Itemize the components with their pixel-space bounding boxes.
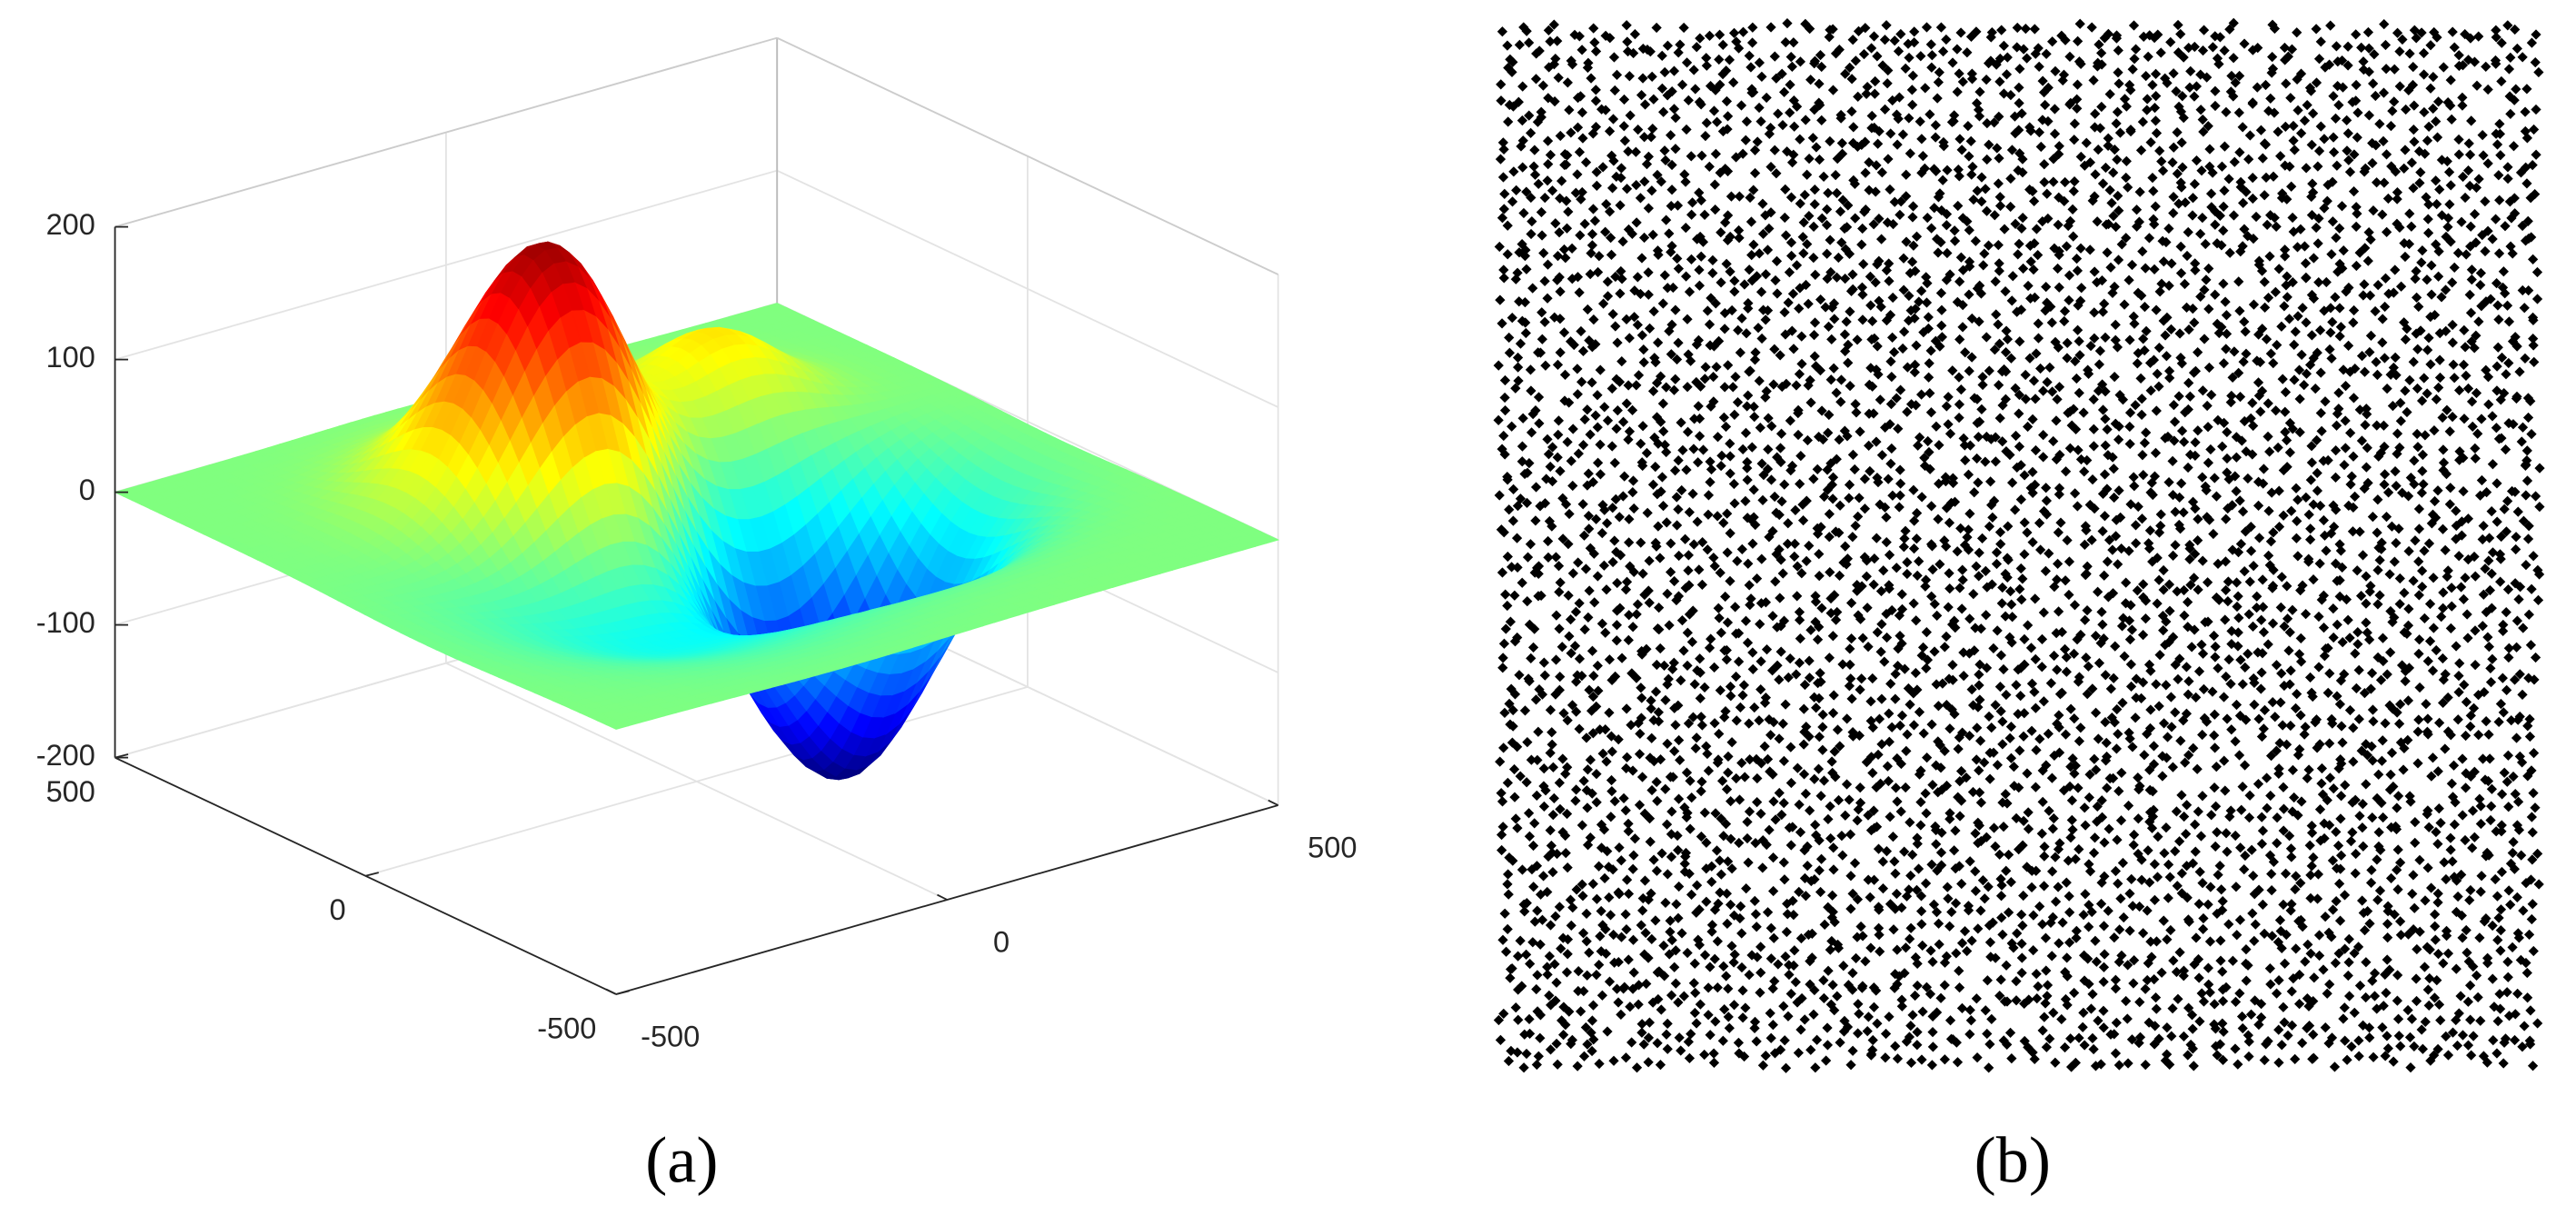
x-tick-label: 0: [993, 925, 1010, 958]
box-edge: [114, 36, 778, 228]
y-tick-label: -500: [537, 1012, 596, 1044]
y-tick-label: 0: [329, 893, 345, 926]
z-tick-label: -100: [36, 606, 95, 639]
z-tick-label: 0: [79, 473, 95, 506]
box-edge: [776, 36, 1279, 275]
grid-line: [776, 169, 1279, 408]
x-tick-label: 500: [1308, 831, 1357, 863]
grid-line: [365, 685, 1029, 877]
x-tick-label: -500: [641, 1020, 700, 1052]
panel-a: -200 -100 0 100 200 -500 0 500 -500 0 500: [36, 36, 1357, 1052]
surface: [114, 241, 1280, 781]
z-tick-label: 200: [46, 208, 95, 241]
z-tick-label: -200: [36, 739, 95, 772]
grid-line: [114, 169, 778, 361]
z-tick-label: 100: [46, 341, 95, 374]
y-tick-label: 500: [46, 775, 95, 808]
